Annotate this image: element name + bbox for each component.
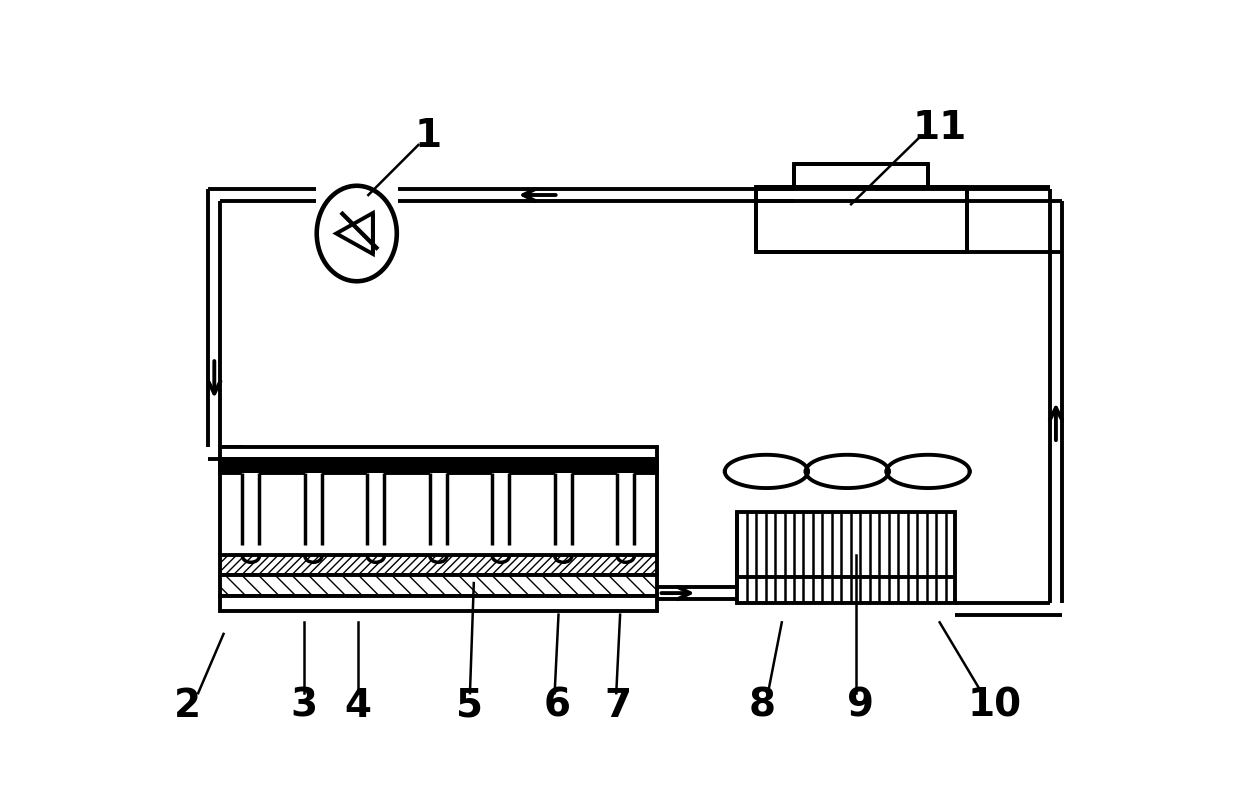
Bar: [755, 188, 967, 253]
Text: 4: 4: [345, 686, 372, 724]
Bar: [430, 474, 446, 481]
Bar: [305, 474, 322, 481]
Bar: [243, 474, 259, 481]
Text: 3: 3: [291, 686, 317, 724]
Bar: [219, 447, 657, 460]
Bar: [618, 474, 635, 481]
Bar: [554, 474, 572, 481]
Text: 9: 9: [847, 686, 874, 724]
Text: 8: 8: [748, 686, 775, 724]
Text: 11: 11: [913, 109, 967, 147]
Text: 7: 7: [604, 686, 631, 724]
Bar: [737, 513, 955, 603]
Polygon shape: [336, 214, 373, 255]
Bar: [219, 460, 657, 474]
Bar: [219, 576, 657, 596]
Ellipse shape: [316, 187, 397, 282]
Text: 10: 10: [968, 686, 1022, 724]
Bar: [492, 474, 510, 481]
Bar: [219, 596, 657, 611]
Bar: [219, 555, 657, 576]
Text: 6: 6: [543, 686, 570, 724]
Bar: [367, 474, 384, 481]
Bar: [794, 165, 928, 188]
Text: 5: 5: [456, 686, 484, 724]
Text: 2: 2: [174, 686, 201, 724]
Text: 1: 1: [415, 117, 441, 155]
